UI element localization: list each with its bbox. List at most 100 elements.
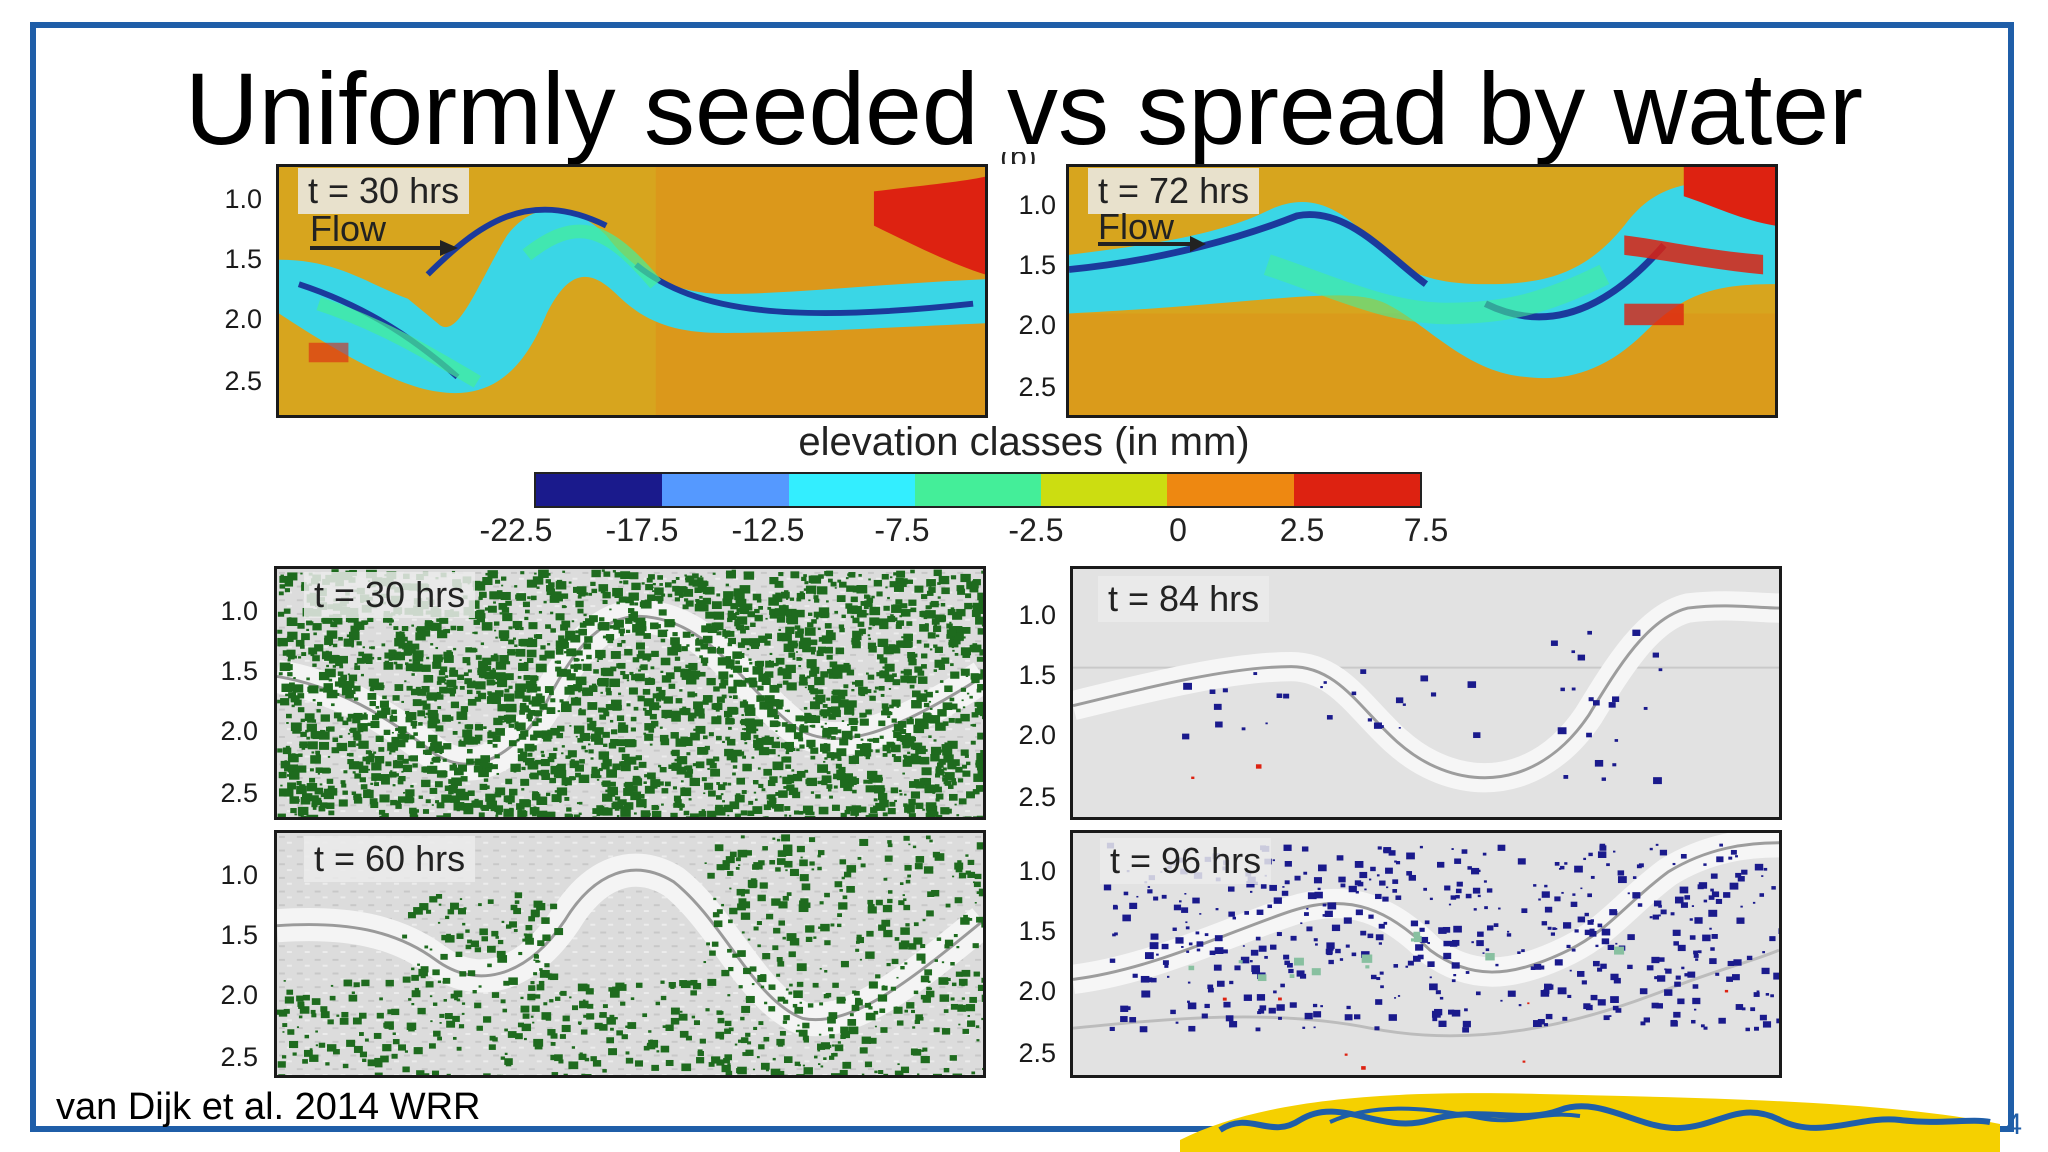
vegetation-speck <box>1343 917 1352 924</box>
vegetation-speck <box>866 595 871 599</box>
vegetation-speck <box>711 941 719 947</box>
vegetation-speck <box>974 873 982 880</box>
vegetation-speck <box>897 1063 900 1066</box>
vegetation-speck <box>687 691 695 698</box>
vegetation-speck <box>1227 886 1235 892</box>
vegetation-speck <box>926 986 931 991</box>
vegetation-speck <box>284 760 288 763</box>
vegetation-speck <box>1395 697 1404 704</box>
vegetation-speck <box>491 672 500 679</box>
vegetation-speck <box>348 994 358 1002</box>
vegetation-speck <box>744 677 751 683</box>
vegetation-speck <box>769 652 773 656</box>
vegetation-speck <box>702 600 705 602</box>
vegetation-speck <box>725 717 734 725</box>
vegetation-speck <box>319 731 330 740</box>
vegetation-speck <box>398 1044 407 1051</box>
vegetation-speck <box>624 648 633 656</box>
vegetation-speck <box>456 711 468 720</box>
vegetation-speck <box>716 864 725 871</box>
colorbar-tick: -12.5 <box>731 512 805 548</box>
vegetation-speck <box>636 654 643 659</box>
vegetation-speck <box>776 957 783 962</box>
vegetation-speck <box>284 996 294 1004</box>
vegetation-speck <box>981 994 983 1002</box>
vegetation-speck <box>481 622 493 631</box>
vegetation-speck <box>331 703 335 707</box>
vegetation-speck <box>1589 928 1595 933</box>
vegetation-speck <box>764 633 772 640</box>
vegetation-speck <box>716 909 723 914</box>
vegetation-speck <box>803 706 808 710</box>
vegetation-speck <box>534 710 543 717</box>
vegetation-speck <box>544 650 555 659</box>
vegetation-speck <box>956 585 965 592</box>
vegetation-speck <box>1139 1026 1148 1033</box>
vegetation-speck <box>1684 895 1691 900</box>
vegetation-speck <box>628 687 638 695</box>
vegetation-speck <box>976 688 982 693</box>
vegetation-speck <box>326 802 335 809</box>
vegetation-speck <box>502 613 513 622</box>
vegetation-speck <box>581 745 586 750</box>
vegetation-speck <box>786 682 797 691</box>
vegetation-speck <box>769 577 779 585</box>
vegetation-speck <box>417 963 420 966</box>
vegetation-speck <box>1323 681 1327 684</box>
vegetation-speck <box>836 595 846 603</box>
panel-letter: (b) <box>1000 152 1037 164</box>
vegetation-speck <box>450 797 454 801</box>
vegetation-speck <box>934 959 938 962</box>
vegetation-speck <box>341 1011 349 1018</box>
vegetation-speck <box>817 764 829 773</box>
vegetation-speck <box>774 804 784 812</box>
vegetation-speck <box>1473 732 1481 739</box>
vegetation-speck <box>913 937 923 945</box>
vegetation-speck <box>913 990 919 995</box>
vegetation-speck <box>686 644 690 647</box>
vegetation-speck <box>859 718 869 726</box>
vegetation-speck <box>921 664 927 669</box>
vegetation-speck <box>533 1038 544 1047</box>
vegetation-speck <box>839 859 847 865</box>
vegetation-speck <box>375 735 384 743</box>
vegetation-speck <box>1120 1016 1128 1023</box>
vegetation-speck <box>1467 866 1472 870</box>
vegetation-speck <box>388 1025 394 1030</box>
vegetation-speck <box>341 783 347 788</box>
vegetation-speck <box>1654 976 1659 980</box>
vegetation-speck <box>867 906 877 914</box>
vegetation-speck <box>527 709 536 716</box>
vegetation-speck <box>575 600 584 608</box>
vegetation-speck <box>609 625 615 629</box>
vegetation-speck <box>596 778 600 781</box>
vegetation-speck <box>644 774 649 778</box>
vegetation-speck <box>469 647 477 653</box>
vegetation-speck <box>889 801 896 807</box>
vegetation-speck <box>1610 996 1619 1003</box>
vegetation-speck <box>279 584 286 589</box>
vegetation-speck <box>869 606 881 616</box>
vegetation-speck <box>536 810 548 817</box>
vegetation-speck <box>478 985 482 988</box>
vegetation-speck <box>895 599 903 605</box>
vegetation-speck <box>659 726 663 729</box>
vegetation-speck <box>842 895 848 900</box>
vegetation-speck <box>444 785 452 792</box>
vegetation-speck <box>586 717 593 723</box>
vegetation-speck <box>612 801 623 810</box>
vegetation-speck <box>896 976 899 979</box>
vegetation-speck <box>406 685 413 691</box>
vegetation-speck <box>570 634 581 643</box>
vegetation-speck <box>577 595 582 599</box>
vegetation-speck <box>804 581 809 585</box>
vegetation-speck <box>737 652 745 659</box>
vegetation-speck <box>491 764 498 770</box>
vegetation-speck <box>1229 980 1234 985</box>
vegetation-speck <box>621 753 630 761</box>
vegetation-speck <box>477 581 485 588</box>
vegetation-speck <box>329 995 336 1001</box>
vegetation-speck <box>726 751 738 761</box>
vegetation-speck <box>1522 1060 1526 1063</box>
vegetation-speck <box>1276 932 1282 937</box>
